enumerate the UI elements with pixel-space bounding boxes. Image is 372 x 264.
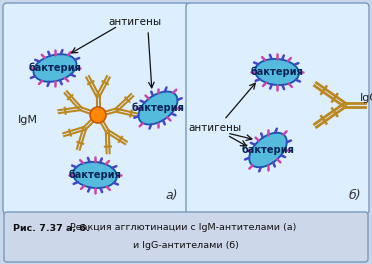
Text: и IgG-антителами (б): и IgG-антителами (б): [133, 241, 239, 249]
Circle shape: [90, 107, 106, 123]
Text: бактерия: бактерия: [68, 170, 121, 180]
FancyBboxPatch shape: [186, 3, 369, 214]
Text: б): б): [349, 188, 361, 201]
Ellipse shape: [33, 54, 77, 82]
Text: а): а): [166, 188, 178, 201]
Ellipse shape: [138, 92, 177, 125]
Text: бактерия: бактерия: [241, 145, 294, 155]
Text: Рис. 7.37 а, б.: Рис. 7.37 а, б.: [13, 224, 90, 233]
Text: антигены: антигены: [108, 17, 161, 27]
Text: бактерия: бактерия: [29, 63, 81, 73]
Ellipse shape: [73, 162, 117, 188]
FancyBboxPatch shape: [4, 212, 368, 262]
Text: IgG: IgG: [360, 93, 372, 103]
Text: Реакция агглютинации с IgM-антителами (а): Реакция агглютинации с IgM-антителами (а…: [67, 224, 296, 233]
FancyBboxPatch shape: [3, 3, 190, 214]
Ellipse shape: [249, 133, 287, 167]
Ellipse shape: [255, 59, 299, 85]
Text: бактерия: бактерия: [132, 103, 185, 113]
Text: IgM: IgM: [18, 115, 38, 125]
Text: бактерия: бактерия: [251, 67, 304, 77]
Text: антигены: антигены: [189, 123, 241, 133]
